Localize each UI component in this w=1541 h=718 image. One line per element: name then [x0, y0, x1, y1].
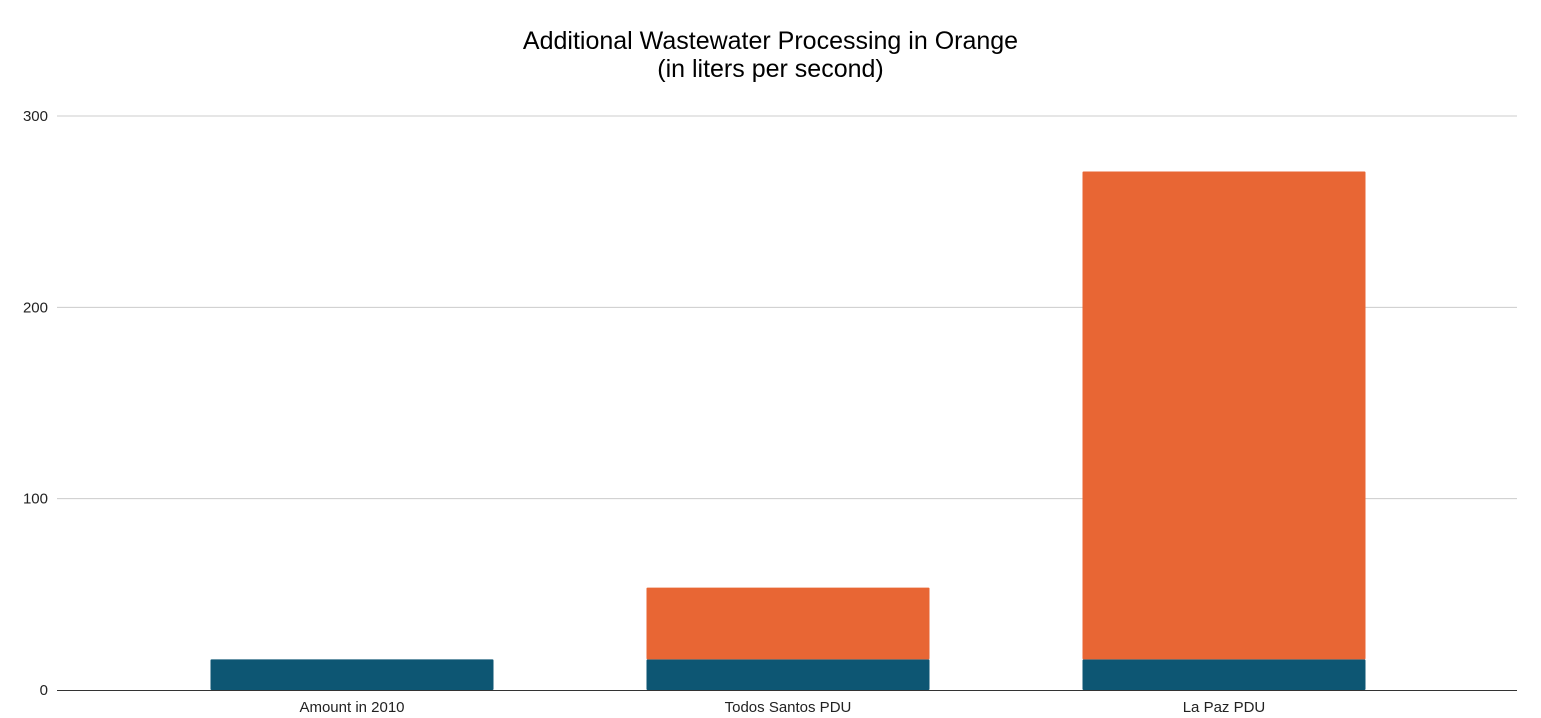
chart-title: Additional Wastewater Processing in Oran…: [522, 27, 1019, 55]
x-tick-label-todos-santos-pdu: Todos Santos PDU: [725, 699, 852, 716]
bar-2-todos-santos-pdu: [646, 587, 930, 660]
y-tick-label-100: 100: [23, 491, 48, 508]
chart-subtitle: (in liters per second): [657, 55, 884, 83]
bar-1-amount-in-2010: [210, 659, 494, 690]
y-tick-label-0: 0: [40, 682, 48, 699]
y-tick-label-300: 300: [23, 108, 48, 125]
x-tick-label-la-paz-pdu: La Paz PDU: [1183, 699, 1266, 716]
chart-title-block: Additional Wastewater Processing in Oran…: [0, 27, 1541, 83]
bar-1-la-paz-pdu: [1082, 659, 1366, 690]
x-tick-label-amount-in-2010: Amount in 2010: [299, 699, 404, 716]
y-tick-label-200: 200: [23, 299, 48, 316]
bar-2-la-paz-pdu: [1082, 171, 1366, 660]
bar-1-todos-santos-pdu: [646, 659, 930, 690]
